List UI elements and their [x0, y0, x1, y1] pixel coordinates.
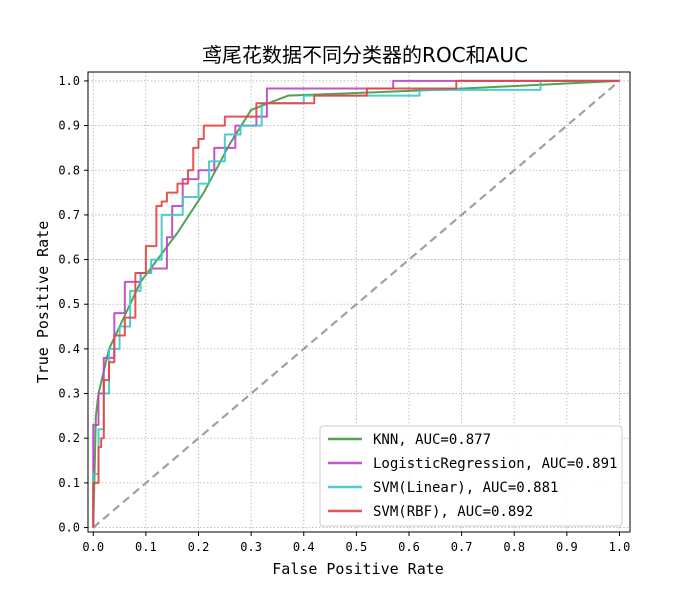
- y-tick-label: 0.0: [58, 521, 80, 535]
- diagonal-line: [92, 80, 621, 529]
- y-axis-ticks: 0.0 0.1 0.2 0.3 0.4 0.5 0.6 0.7 0.8 0.9 1.0: [58, 74, 88, 535]
- y-tick-label: 0.1: [58, 476, 80, 490]
- x-tick-label: 0.0: [82, 540, 104, 554]
- series-lines: [92, 79, 620, 528]
- y-tick-label: 0.4: [58, 342, 80, 356]
- x-tick-label: 0.5: [346, 540, 368, 554]
- plot-frame: [87, 71, 631, 533]
- x-tick-label: 0.3: [240, 540, 262, 554]
- legend-entry-0: KNN, AUC=0.877: [373, 432, 491, 448]
- y-tick-label: 0.2: [58, 431, 80, 445]
- x-tick-label: 0.8: [503, 540, 525, 554]
- y-tick-label: 0.9: [58, 119, 80, 133]
- y-axis-label: True Positive Rate: [34, 221, 52, 384]
- x-tick-label: 0.4: [293, 540, 315, 554]
- series-line-3: [92, 79, 620, 528]
- x-tick-label: 0.9: [556, 540, 578, 554]
- legend-box: [319, 425, 623, 527]
- y-tick-label: 0.8: [58, 163, 80, 177]
- legend: KNN, AUC=0.877 LogisticRegression, AUC=0.…: [319, 425, 623, 527]
- legend-entry-1: LogisticRegression, AUC=0.891: [373, 456, 617, 472]
- chart-title: 鸢尾花数据不同分类器的ROC和AUC: [202, 43, 528, 67]
- y-tick-label: 0.6: [58, 253, 80, 267]
- x-tick-label: 1.0: [609, 540, 631, 554]
- legend-entry-3: SVM(RBF), AUC=0.892: [373, 504, 533, 520]
- y-tick-label: 1.0: [58, 74, 80, 88]
- x-axis-ticks: 0.0 0.1 0.2 0.3 0.4 0.5 0.6 0.7 0.8 0.9 1.0: [82, 532, 630, 554]
- y-tick-label: 0.7: [58, 208, 80, 222]
- series-line-1: [92, 79, 620, 528]
- x-axis-label: False Positive Rate: [272, 560, 444, 578]
- y-tick-label: 0.5: [58, 297, 80, 311]
- diagonal-reference: [92, 80, 621, 529]
- x-tick-label: 0.6: [398, 540, 420, 554]
- y-tick-label: 0.3: [58, 387, 80, 401]
- x-tick-label: 0.7: [451, 540, 473, 554]
- x-tick-label: 0.2: [188, 540, 210, 554]
- legend-entry-2: SVM(Linear), AUC=0.881: [373, 480, 558, 496]
- x-tick-label: 0.1: [135, 540, 157, 554]
